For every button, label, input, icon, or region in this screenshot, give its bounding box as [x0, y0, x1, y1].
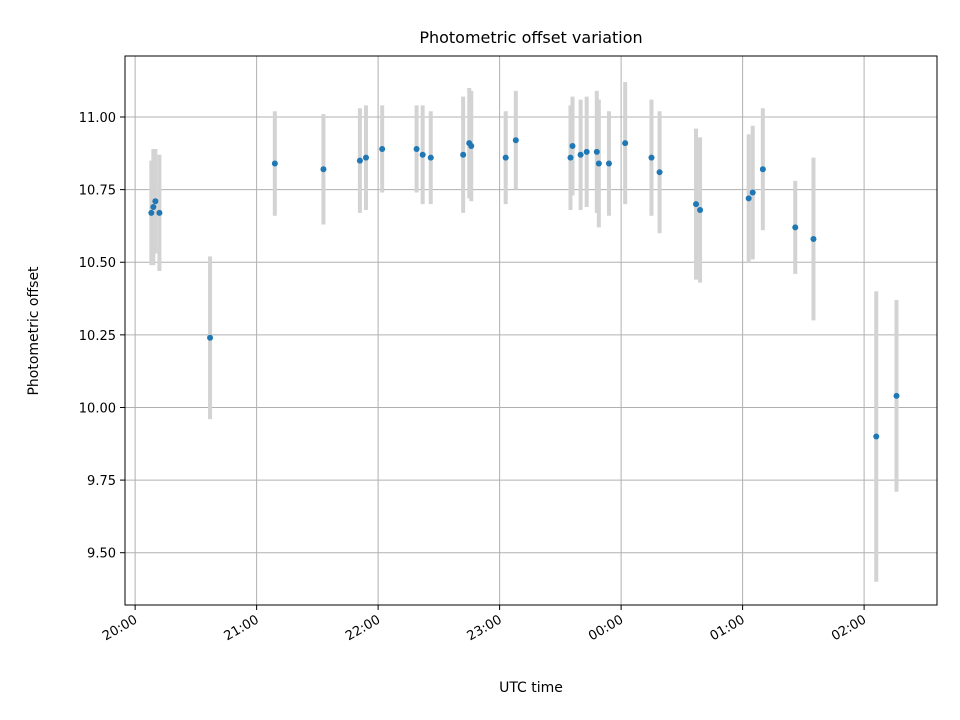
y-tick-label: 10.75 — [79, 184, 116, 199]
data-point — [502, 154, 509, 161]
data-point — [656, 169, 663, 176]
data-point — [583, 148, 590, 155]
data-point — [148, 209, 155, 216]
data-point — [792, 224, 799, 231]
data-point — [697, 206, 704, 213]
y-tick-label: 10.50 — [79, 256, 116, 271]
data-point — [567, 154, 574, 161]
data-point — [622, 140, 629, 147]
data-point — [693, 201, 700, 208]
plot-frame — [124, 55, 938, 606]
data-point — [745, 195, 752, 202]
data-point — [379, 145, 386, 152]
x-axis-label: UTC time — [499, 680, 563, 696]
y-tick-label: 9.50 — [87, 547, 116, 562]
data-point — [468, 143, 475, 150]
data-point — [419, 151, 426, 158]
data-point — [873, 433, 880, 440]
grid — [125, 56, 937, 605]
data-point — [569, 143, 576, 150]
chart-title: Photometric offset variation — [419, 28, 642, 47]
y-axis-label: Photometric offset — [26, 266, 42, 396]
data-point — [207, 334, 214, 341]
data-point — [893, 392, 900, 399]
data-points — [148, 137, 900, 440]
data-point — [595, 160, 602, 167]
data-point — [152, 198, 159, 205]
data-point — [427, 154, 434, 161]
data-point — [512, 137, 519, 144]
data-point — [413, 145, 420, 152]
data-point — [271, 160, 278, 167]
data-point — [460, 151, 467, 158]
data-point — [577, 151, 584, 158]
data-point — [605, 160, 612, 167]
y-tick-label: 11.00 — [79, 111, 116, 126]
data-point — [810, 236, 817, 242]
data-point — [362, 154, 369, 161]
data-point — [356, 157, 363, 164]
data-point — [648, 154, 655, 161]
data-point — [749, 189, 756, 196]
y-axis-ticks: 9.50 9.75 10.00 10.25 10.50 10.75 11.00 — [79, 111, 125, 562]
data-point — [593, 148, 600, 155]
data-point — [759, 166, 766, 173]
y-tick-label: 10.00 — [79, 401, 116, 416]
data-point — [150, 204, 157, 211]
data-point — [156, 209, 163, 216]
y-tick-label: 9.75 — [87, 474, 116, 489]
data-point — [320, 166, 327, 173]
y-tick-label: 10.25 — [79, 329, 116, 344]
